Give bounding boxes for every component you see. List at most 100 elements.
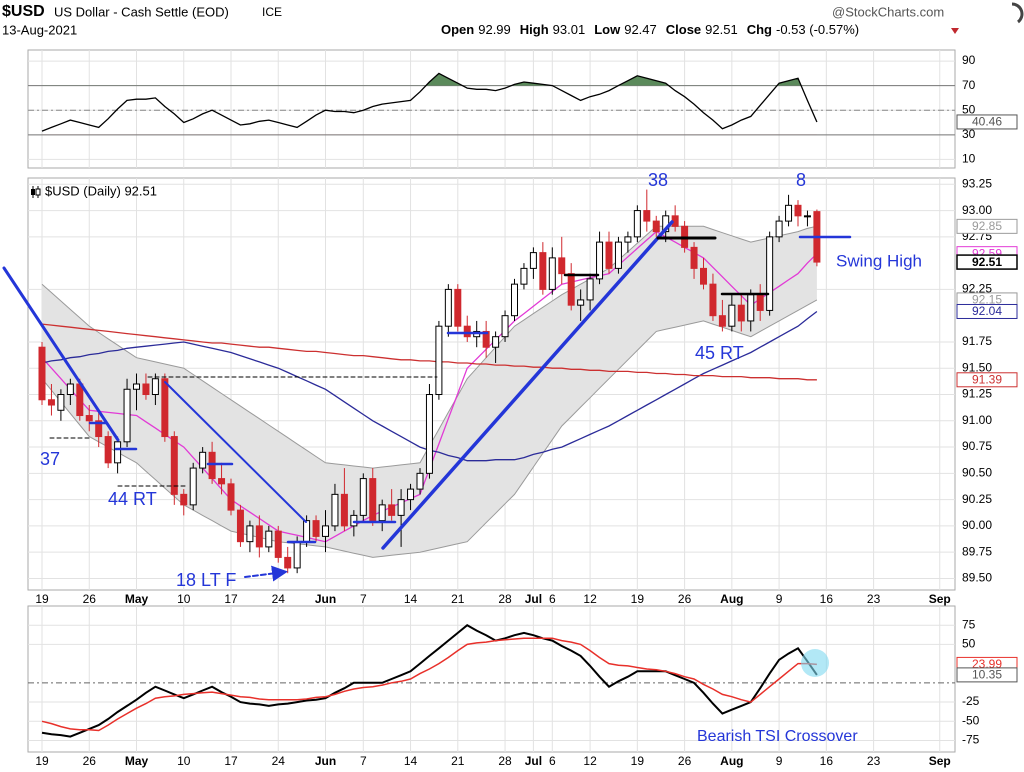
candle-body <box>133 383 140 390</box>
low-value: 92.47 <box>624 22 657 37</box>
x-tick-label: 12 <box>583 592 597 606</box>
candle-body <box>369 478 377 522</box>
legend-icon <box>31 186 41 198</box>
y-tick-label: -75 <box>962 733 980 747</box>
candle-body <box>577 299 585 306</box>
candle-body <box>492 336 500 348</box>
chg-label: Chg <box>747 22 772 37</box>
candle-body <box>284 556 292 569</box>
quote-line: Open 92.99 High 93.01 Low 92.47 Close 92.51 Chg -… <box>441 22 859 37</box>
candle-body <box>624 236 632 243</box>
exchange: ICE <box>262 5 282 19</box>
high-value: 93.01 <box>553 22 586 37</box>
y-tick-label: 92.25 <box>962 282 992 296</box>
candle-body <box>567 273 575 306</box>
candle-body <box>397 499 405 516</box>
open-label: Open <box>441 22 474 37</box>
last-value-box <box>956 254 1018 270</box>
candle-body <box>236 509 244 543</box>
x-tick-label: 12 <box>583 754 597 768</box>
candle-body <box>180 493 188 506</box>
candle-body <box>425 394 433 474</box>
open-value: 92.99 <box>478 22 511 37</box>
annotation: 38 <box>648 170 668 190</box>
x-tick-label: 19 <box>631 592 645 606</box>
last-value-box <box>956 303 1018 319</box>
overbought-fill <box>42 73 817 86</box>
candle-body <box>511 283 518 317</box>
candle-body <box>586 278 594 301</box>
x-tick-label: 26 <box>83 754 97 768</box>
candle-body <box>633 210 641 238</box>
candle-body <box>312 520 320 537</box>
candle-body <box>123 388 131 443</box>
candle-body <box>293 541 301 569</box>
band-area <box>42 226 817 558</box>
x-tick-label: 21 <box>451 592 465 606</box>
y-tick-label: 89.75 <box>962 544 992 558</box>
candle-body <box>643 210 651 222</box>
x-tick-label: 21 <box>451 754 465 768</box>
low-label: Low <box>594 22 621 37</box>
candle-body <box>718 315 726 327</box>
candle-body <box>747 294 755 322</box>
x-tick-label: 19 <box>35 754 49 768</box>
last-value-box <box>956 667 1018 683</box>
chg-value: -0.53 (-0.57%) <box>776 22 859 37</box>
close-label: Close <box>666 22 701 37</box>
annotation: 37 <box>40 449 60 469</box>
annotation: 44 RT <box>108 489 157 509</box>
x-tick-label: May <box>125 592 149 606</box>
last-value-box <box>956 372 1018 388</box>
down-arrow <box>951 28 959 34</box>
y-tick-label: 10 <box>962 152 976 166</box>
candle-body <box>737 304 745 322</box>
candle-body <box>255 525 263 548</box>
high-label: High <box>520 22 549 37</box>
candle-body <box>454 288 462 327</box>
candle-body <box>596 241 604 280</box>
candle-body <box>463 325 471 338</box>
candle-body <box>189 467 197 506</box>
x-tick-label: 23 <box>867 592 881 606</box>
x-tick-label: 10 <box>177 592 191 606</box>
icon <box>1011 2 1024 24</box>
candle-body <box>690 246 698 269</box>
rsi-line <box>41 72 818 132</box>
candle-body <box>700 267 707 285</box>
last-value-box <box>956 114 1018 130</box>
x-tick-label: 17 <box>224 592 238 606</box>
x-tick-label: 6 <box>549 592 556 606</box>
annotation: 45 RT <box>695 343 744 363</box>
candle-body <box>501 315 509 338</box>
drawings <box>2 220 852 677</box>
source: @StockCharts.com <box>832 4 944 19</box>
x-tick-label: Jul <box>525 754 542 768</box>
y-tick-label: -50 <box>962 713 980 727</box>
x-tick-label: 17 <box>224 754 238 768</box>
candle-body <box>322 525 329 537</box>
last-value-label: 10.35 <box>972 668 1002 682</box>
last-value-label: 92.04 <box>972 304 1002 318</box>
last-value-label: 92.15 <box>972 293 1002 307</box>
x-tick-label: 9 <box>776 592 783 606</box>
x-tick-label: 7 <box>360 592 367 606</box>
panel-frame <box>27 605 956 753</box>
x-tick-label: May <box>125 754 149 768</box>
candle-body <box>76 383 84 417</box>
candle-body <box>775 220 783 238</box>
candle-body <box>303 520 311 543</box>
x-tick-label: Sep <box>929 592 951 606</box>
x-tick-label: 24 <box>272 592 286 606</box>
candle-body <box>199 451 207 469</box>
x-tick-label: Jun <box>315 754 336 768</box>
plots: 103050709040.4693.2593.0092.7592.2591.75… <box>27 49 1018 768</box>
annotation: Swing High <box>836 251 922 270</box>
candle-body <box>170 436 178 495</box>
plot-area <box>28 72 955 136</box>
x-tick-label: 26 <box>83 592 97 606</box>
candle-body <box>482 330 490 348</box>
x-tick-label: 24 <box>272 754 286 768</box>
last-value-label: 92.85 <box>972 219 1002 233</box>
